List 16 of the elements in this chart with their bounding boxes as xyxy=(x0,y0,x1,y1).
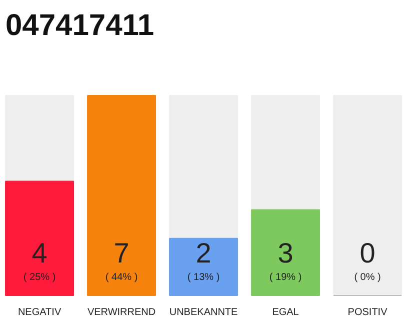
x-tick-label: UNBEKANNTE xyxy=(169,307,238,318)
data-label: 0 xyxy=(360,238,376,268)
annotation: ( 0% ) xyxy=(354,272,381,283)
data-label: 3 xyxy=(278,238,294,268)
annotation: ( 44% ) xyxy=(105,272,138,283)
data-label: 7 xyxy=(114,238,130,268)
annotation: ( 13% ) xyxy=(187,272,220,283)
annotation: ( 19% ) xyxy=(269,272,302,283)
x-tick-label: EGAL xyxy=(272,307,300,318)
x-tick-label: VERWIRREND xyxy=(87,307,156,318)
data-label: 4 xyxy=(32,238,48,268)
x-tick-label: POSITIV xyxy=(348,307,388,318)
data-label: 2 xyxy=(196,238,212,268)
annotation: ( 25% ) xyxy=(23,272,56,283)
chart-title: 047417411 xyxy=(6,9,154,42)
x-tick-label: NEGATIV xyxy=(18,307,62,318)
